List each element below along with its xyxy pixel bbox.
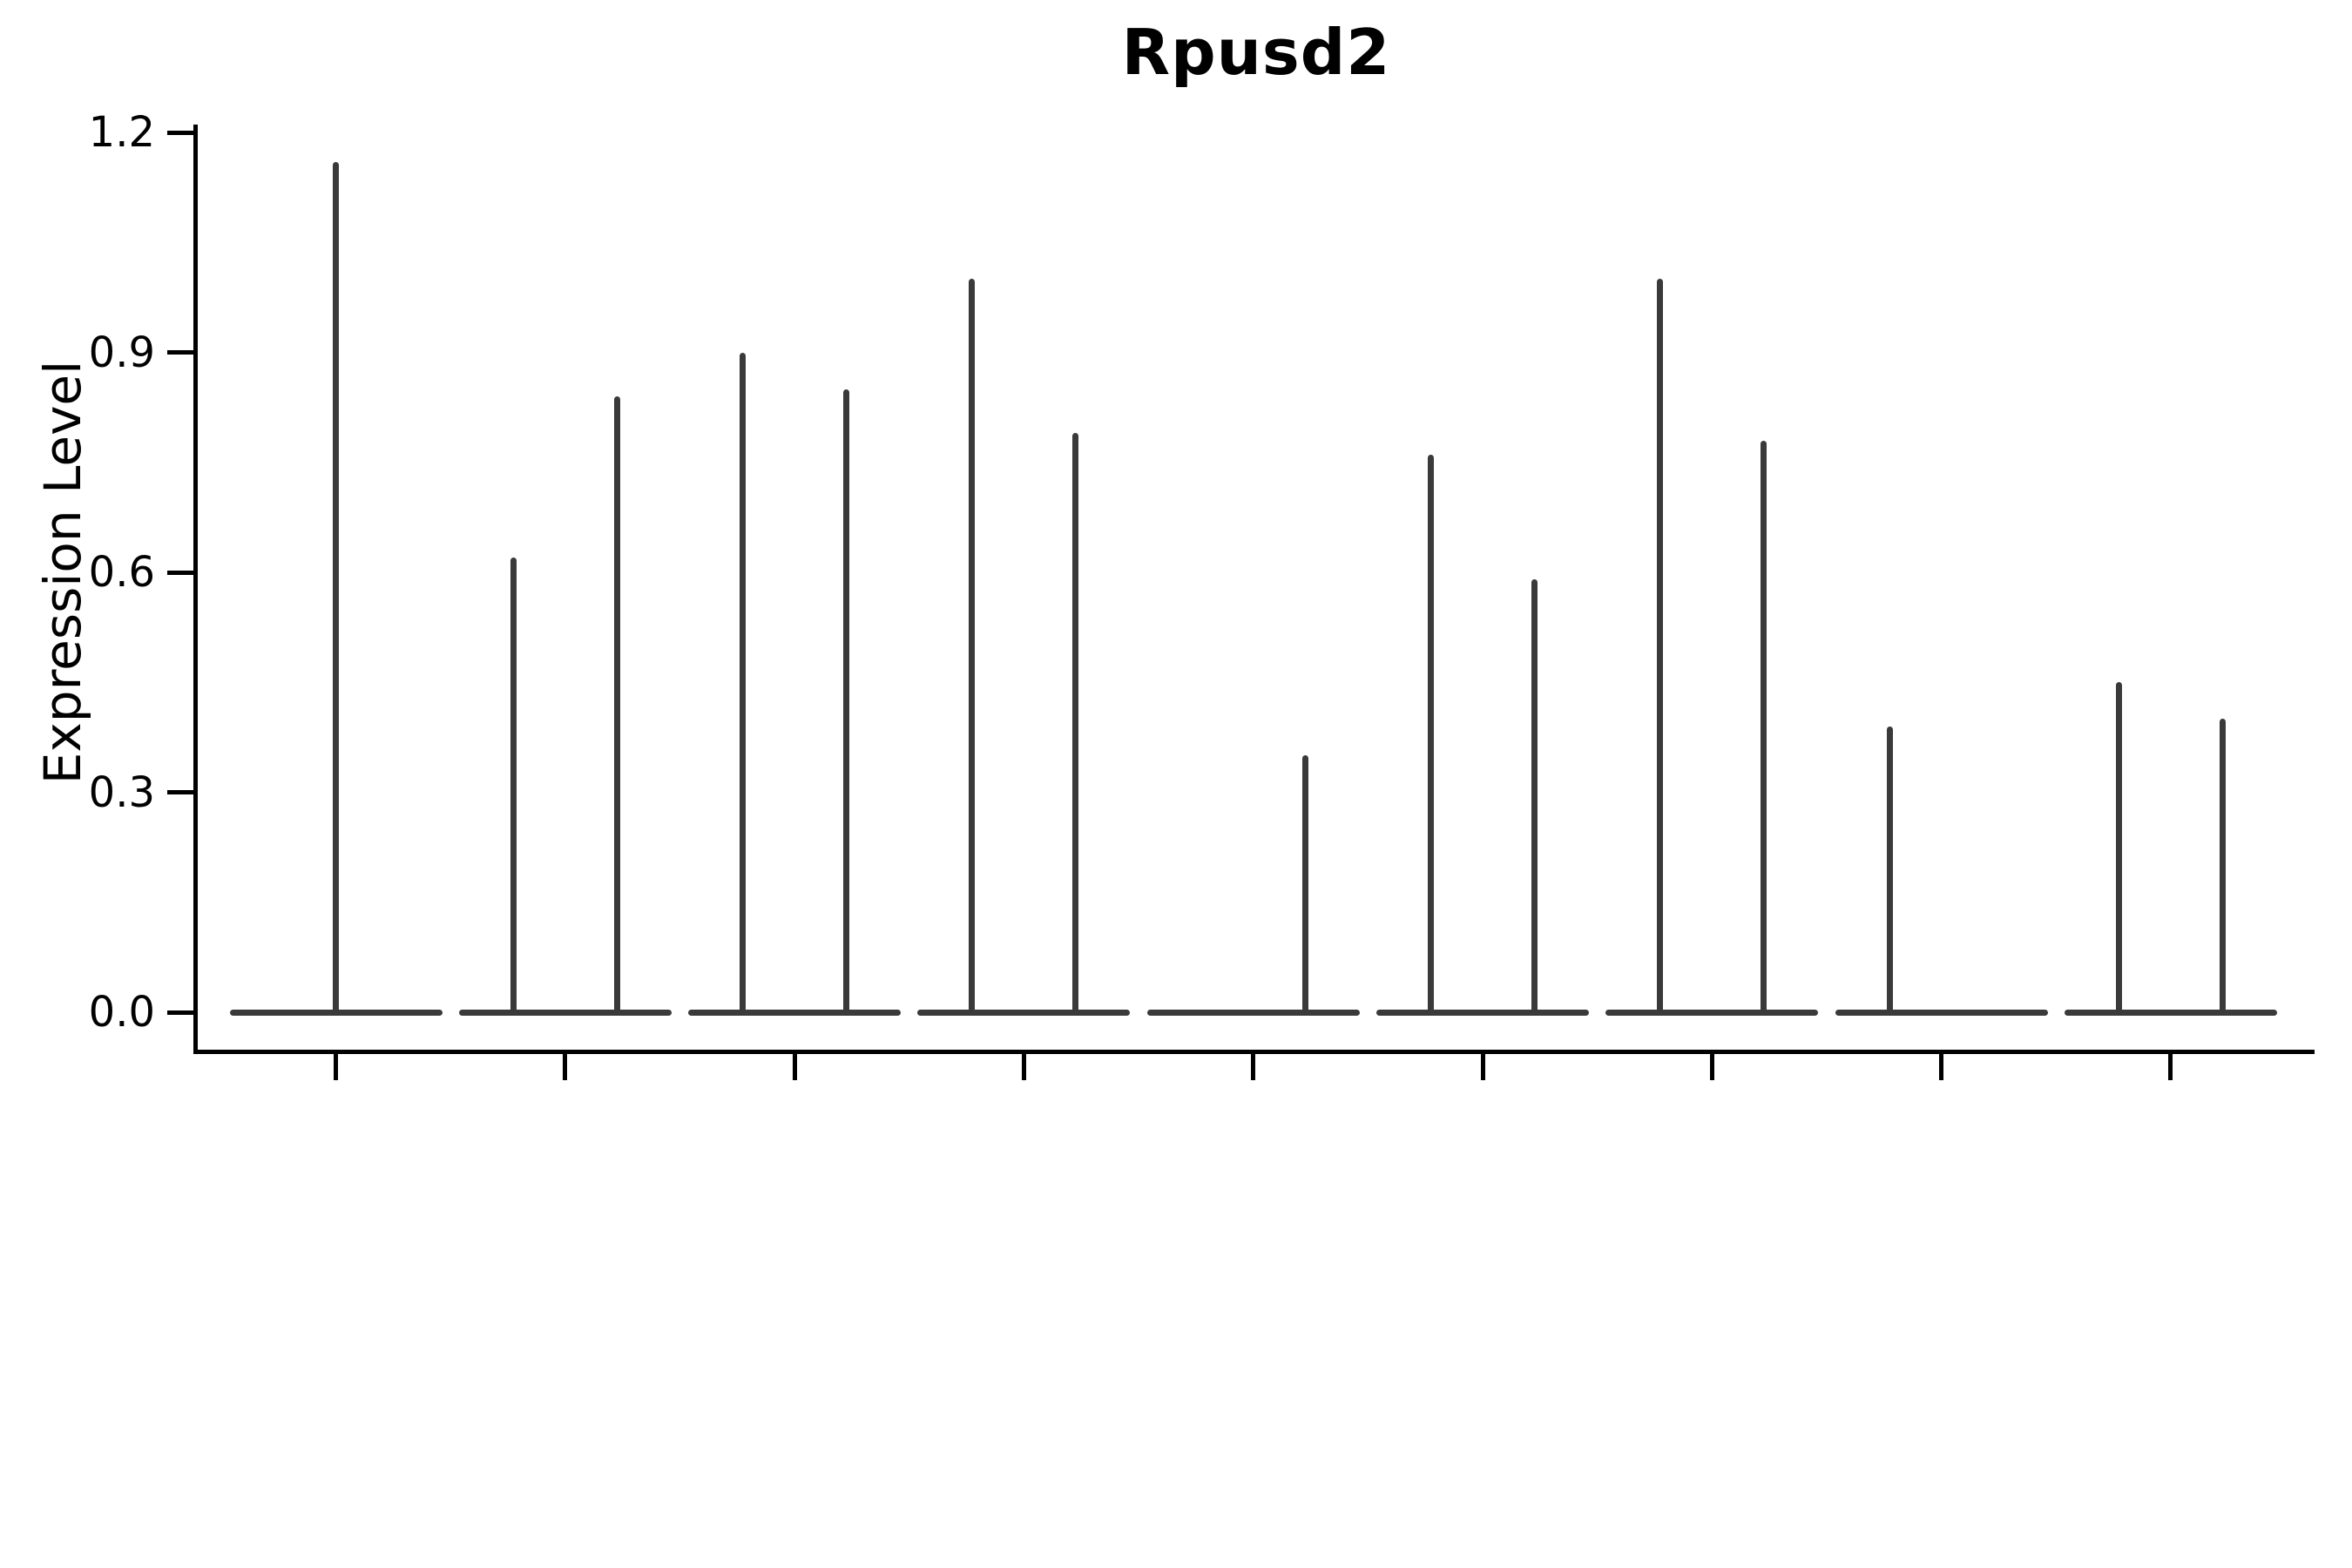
violin-spike — [843, 389, 850, 1012]
chart-title: Rpusd2 — [1121, 16, 1391, 89]
violin-spike — [740, 352, 747, 1012]
x-tick-mark — [1939, 1054, 1944, 1080]
violin-base — [229, 1009, 443, 1016]
violin-base — [1605, 1009, 1819, 1016]
x-tick-mark — [792, 1054, 797, 1080]
x-tick-mark — [1480, 1054, 1485, 1080]
violin-spike — [510, 558, 517, 1012]
y-tick-label: 0.9 — [88, 328, 155, 377]
y-tick-label: 0.0 — [88, 988, 155, 1037]
y-tick-mark — [167, 790, 193, 794]
violin-spike — [2115, 682, 2122, 1012]
x-tick-mark — [334, 1054, 338, 1080]
violin-spike — [1301, 755, 1308, 1012]
y-tick-mark — [167, 570, 193, 575]
violin-spike — [1761, 440, 1767, 1012]
y-tick-mark — [167, 350, 193, 355]
violin-spike — [1531, 579, 1538, 1012]
x-tick-mark — [1709, 1054, 1714, 1080]
violin-base — [1146, 1009, 1360, 1016]
violin-spike — [333, 161, 339, 1012]
violin-spike — [1072, 433, 1079, 1012]
y-tick-label: 0.6 — [88, 548, 155, 597]
y-tick-mark — [167, 1010, 193, 1015]
violin-spike — [1886, 726, 1893, 1012]
violin-base — [917, 1009, 1131, 1016]
x-tick-mark — [1021, 1054, 1026, 1080]
x-axis-spine — [193, 1050, 2315, 1054]
y-tick-label: 0.3 — [88, 767, 155, 817]
y-tick-label: 1.2 — [88, 108, 155, 157]
violin-spike — [613, 396, 620, 1012]
y-axis-spine — [193, 125, 198, 1054]
violin-spike — [1428, 455, 1434, 1012]
violin-base — [458, 1009, 672, 1016]
x-tick-mark — [563, 1054, 568, 1080]
violin-base — [688, 1009, 902, 1016]
violin-base — [2064, 1009, 2277, 1016]
x-tick-mark — [1251, 1054, 1256, 1080]
violin-spike — [969, 279, 976, 1012]
violin-base — [1835, 1009, 2048, 1016]
y-tick-mark — [167, 130, 193, 135]
violin-spike — [2219, 719, 2226, 1012]
x-tick-mark — [2168, 1054, 2173, 1080]
violin-base — [1376, 1009, 1589, 1016]
violin-spike — [1657, 279, 1664, 1012]
